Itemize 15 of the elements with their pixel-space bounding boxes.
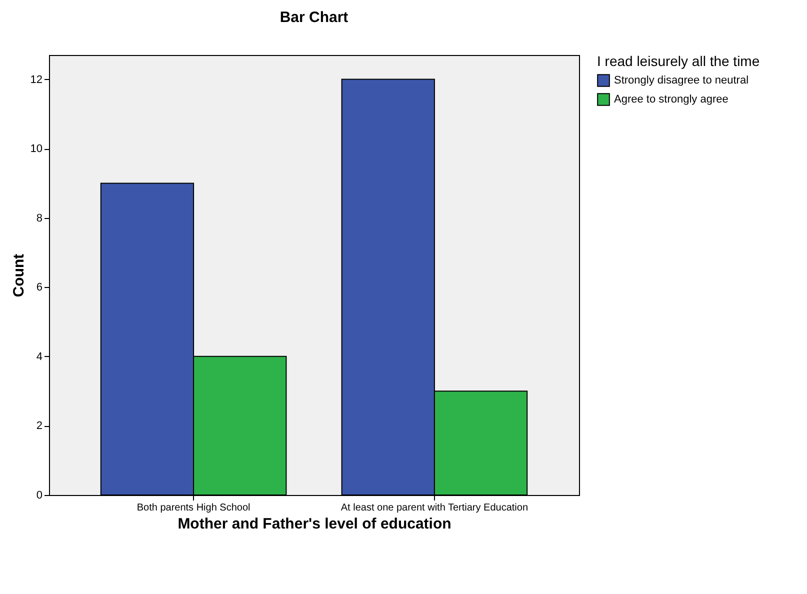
legend-label: Agree to strongly agree	[614, 94, 728, 106]
y-tick-label: 4	[36, 350, 42, 363]
x-tick-label: At least one parent with Tertiary Education	[340, 502, 528, 514]
x-axis-title: Mother and Father's level of education	[178, 516, 452, 532]
y-tick-label: 8	[36, 212, 42, 224]
y-tick-label: 2	[36, 420, 42, 432]
y-tick-label: 0	[36, 490, 42, 502]
x-tick-label: Both parents High School	[136, 502, 250, 514]
y-tick-label: 6	[36, 282, 42, 294]
legend-label: Strongly disagree to neutral	[614, 74, 749, 86]
y-tick-label: 12	[30, 74, 42, 86]
y-tick-label: 10	[30, 143, 42, 156]
chart-title: Bar Chart	[280, 9, 348, 26]
legend-title: I read leisurely all the time	[597, 53, 760, 69]
y-axis-title: Count	[10, 254, 28, 298]
